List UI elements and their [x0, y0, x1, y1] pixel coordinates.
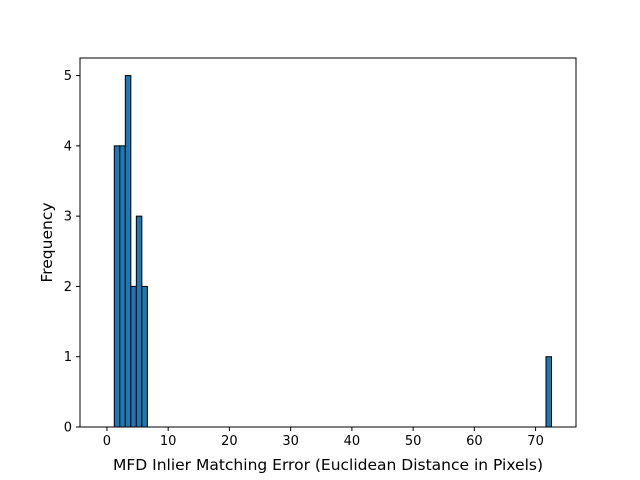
histogram-bar-1 [119, 145, 126, 428]
y-tick-label: 4 [64, 139, 72, 154]
histogram-bar-5 [141, 285, 148, 428]
y-axis-ticks: 0 1 2 3 4 5 [64, 69, 80, 436]
histogram-bar-0 [113, 145, 121, 428]
x-tick-label: 40 [344, 434, 361, 449]
y-axis-label: Frequency [38, 202, 56, 282]
histogram-bar-4 [135, 215, 143, 428]
x-axis-ticks: 0 10 20 30 40 50 60 70 [103, 427, 544, 449]
y-tick-label: 3 [64, 210, 72, 225]
x-axis-label: MFD Inlier Matching Error (Euclidean Dis… [113, 456, 543, 474]
x-tick-label: 20 [221, 434, 238, 449]
x-tick-label: 30 [282, 434, 299, 449]
histogram-bar-3 [130, 285, 137, 428]
x-tick-label: 0 [103, 434, 111, 449]
histogram-bar-2 [124, 75, 132, 428]
y-tick-label: 5 [64, 69, 72, 84]
histogram-bar-6 [545, 356, 553, 428]
plot-frame [79, 57, 577, 428]
x-tick-label: 50 [405, 434, 422, 449]
bars-group [113, 75, 553, 428]
x-tick-label: 60 [466, 434, 483, 449]
y-tick-label: 2 [64, 280, 72, 295]
x-tick-label: 70 [527, 434, 544, 449]
x-tick-label: 10 [160, 434, 177, 449]
y-tick-label: 0 [64, 421, 72, 436]
y-tick-label: 1 [64, 350, 72, 365]
